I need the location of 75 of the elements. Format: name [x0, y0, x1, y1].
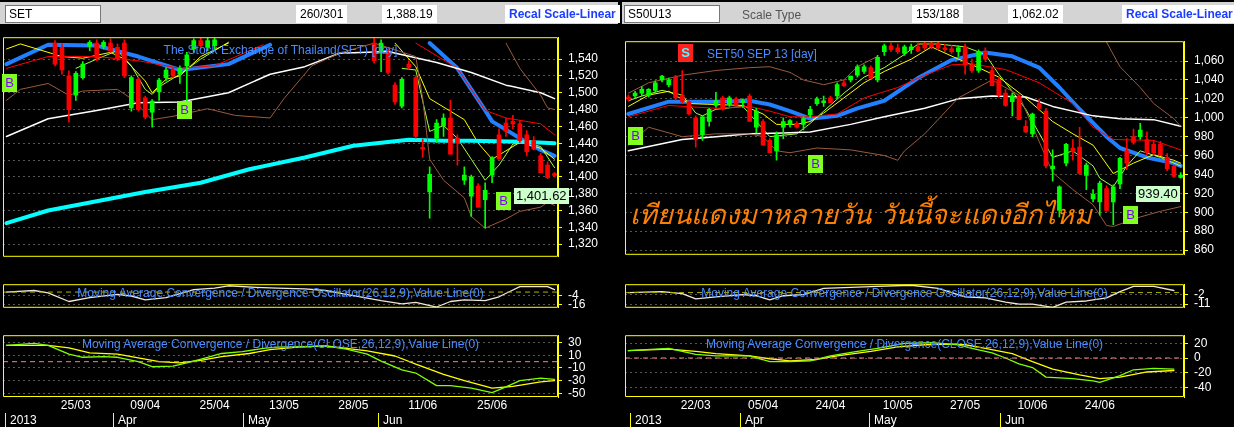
y-tick-label: 920	[1194, 185, 1215, 200]
y-tick-label: 1,400	[568, 169, 599, 184]
x-tick-label: 10/06	[1017, 398, 1048, 412]
annotation: B	[177, 101, 192, 119]
text: Recal Scale-Linear	[1122, 5, 1234, 23]
text: 153/188	[912, 5, 964, 23]
y-tick-label: 20	[1194, 335, 1208, 350]
y-tick-label: 1,040	[1194, 72, 1225, 87]
y-tick-label: 1,340	[568, 219, 599, 234]
x-tick-label: 25/06	[477, 398, 508, 412]
text: Scale Type	[742, 7, 802, 23]
annotation: B	[2, 74, 17, 92]
annotation: B	[628, 127, 643, 145]
text: 1,388.19	[382, 5, 437, 23]
x-tick-label: 25/03	[60, 398, 91, 412]
annotation: B	[1123, 206, 1138, 224]
y-tick-label: 1,020	[1194, 91, 1225, 106]
y-tick-label: 10	[568, 347, 582, 362]
text: 1,062.02	[1008, 5, 1063, 23]
y-tick-label: 1,000	[1194, 110, 1225, 125]
x-tick-label: 09/04	[130, 398, 161, 412]
text: 260/301	[296, 5, 348, 23]
x-tick-label: 28/05	[338, 398, 369, 412]
y-tick-label: 880	[1194, 223, 1215, 238]
text: 2013	[5, 413, 37, 427]
x-tick-label: 05/04	[748, 398, 779, 412]
y-tick-label: 1,420	[568, 152, 599, 167]
text: Jun	[1000, 413, 1025, 427]
chart-title: Moving Average Convergence / Divergence(CLOSE,26,12,9),Value Line(0)	[81, 337, 480, 352]
x-tick-label: 24/06	[1084, 398, 1115, 412]
y-tick-label: -20	[1194, 365, 1212, 380]
y-tick-label: -10	[568, 360, 586, 375]
y-tick-label: 860	[1194, 242, 1215, 257]
text: SET	[5, 5, 101, 23]
text: SET50 SEP 13 [day]	[707, 47, 817, 62]
text: Recal Scale-Linear	[505, 5, 620, 23]
text: May	[243, 413, 271, 427]
x-tick-label: 25/04	[199, 398, 230, 412]
y-tick-label: 1,360	[568, 202, 599, 217]
y-tick-label: 1,380	[568, 186, 599, 201]
annotation: S	[678, 44, 693, 62]
text: Apr	[740, 413, 764, 427]
y-tick-label: 940	[1194, 166, 1215, 181]
text: Jun	[378, 413, 403, 427]
x-tick-label: 27/05	[950, 398, 981, 412]
y-tick-label: 30	[568, 335, 582, 350]
y-tick-label: 1,460	[568, 118, 599, 133]
y-tick-label: 1,520	[568, 68, 599, 83]
x-tick-label: 11/06	[408, 398, 438, 412]
text: S50U13	[624, 5, 720, 23]
text: May	[869, 413, 897, 427]
text: 2013	[630, 413, 662, 427]
x-tick-label: 24/04	[815, 398, 846, 412]
y-tick-label: 1,480	[568, 101, 599, 116]
y-tick-label: 900	[1194, 204, 1215, 219]
annotation: 939.40	[1136, 186, 1180, 202]
y-tick-label: 960	[1194, 147, 1215, 162]
y-tick-label: 1,060	[1194, 53, 1225, 68]
annotation: B	[808, 155, 823, 173]
annotation: 1,401.62	[514, 188, 569, 204]
x-tick-label: 13/05	[268, 398, 299, 412]
chart-title: Moving Average Convergence / Divergence(CLOSE,26,12,9),Value Line(0)	[705, 337, 1104, 352]
y-tick-label: 1,540	[568, 51, 599, 66]
text: Apr	[113, 413, 137, 427]
y-tick-label: 1,500	[568, 85, 599, 100]
y-tick-label: -30	[568, 372, 586, 387]
y-tick-label: 1,440	[568, 135, 599, 150]
y-tick-label: -50	[568, 385, 586, 400]
y-tick-label: 1,320	[568, 236, 599, 251]
y-tick-label: -40	[1194, 379, 1212, 394]
y-tick-label: 0	[1194, 350, 1201, 365]
x-tick-label: 22/03	[680, 398, 711, 412]
x-tick-label: 10/05	[882, 398, 913, 412]
y-tick-label: 980	[1194, 128, 1215, 143]
annotation: B	[496, 192, 511, 210]
